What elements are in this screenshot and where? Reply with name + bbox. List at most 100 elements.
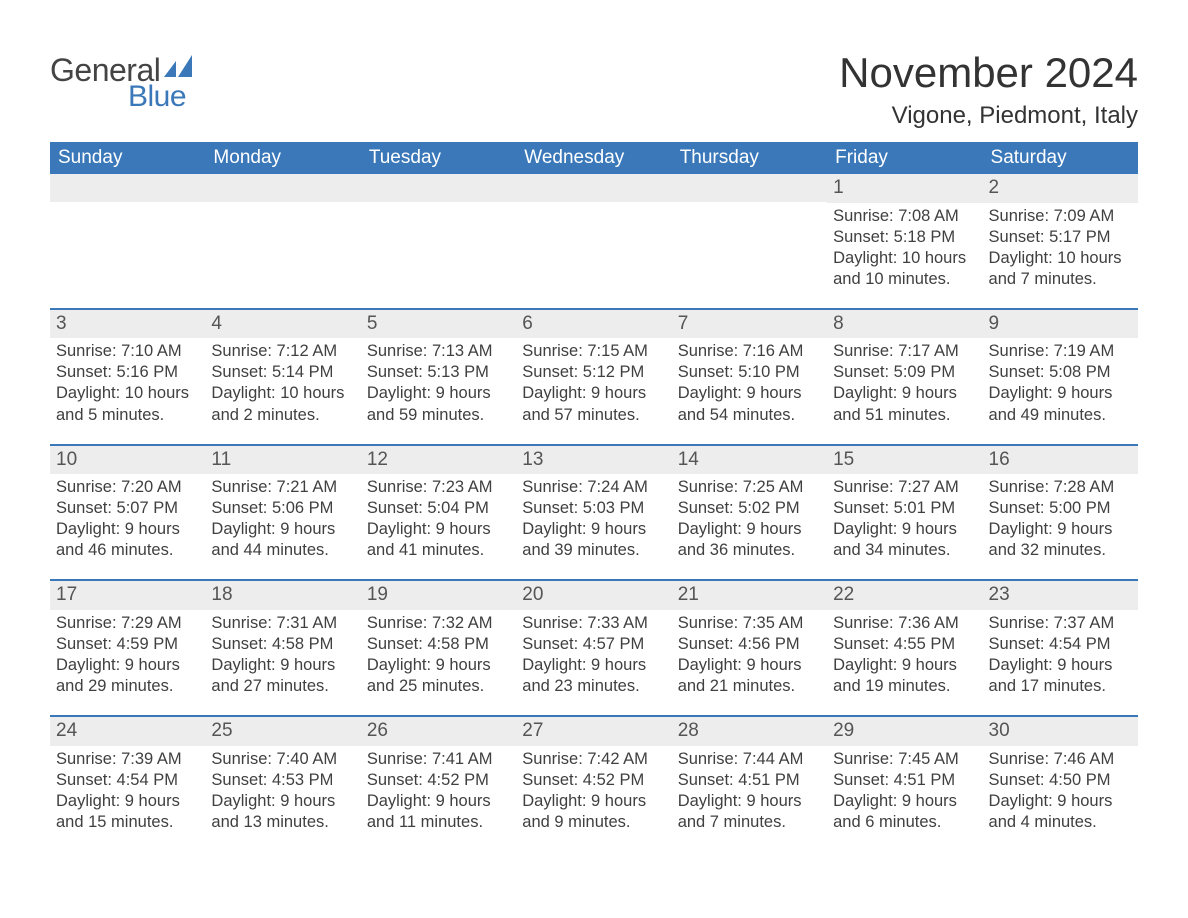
sunset-text: Sunset: 5:07 PM bbox=[56, 498, 199, 519]
logo: General Blue bbox=[50, 50, 192, 114]
daylight-text-1: Daylight: 9 hours bbox=[56, 655, 199, 676]
daylight-text-2: and 6 minutes. bbox=[833, 812, 976, 833]
daylight-text-2: and 34 minutes. bbox=[833, 540, 976, 561]
daylight-text-2: and 9 minutes. bbox=[522, 812, 665, 833]
sunset-text: Sunset: 4:52 PM bbox=[522, 770, 665, 791]
sunrise-text: Sunrise: 7:31 AM bbox=[211, 613, 354, 634]
sunset-text: Sunset: 5:06 PM bbox=[211, 498, 354, 519]
daylight-text-1: Daylight: 9 hours bbox=[678, 655, 821, 676]
daylight-text-1: Daylight: 9 hours bbox=[211, 791, 354, 812]
day-number: 27 bbox=[516, 717, 671, 745]
sunset-text: Sunset: 4:51 PM bbox=[833, 770, 976, 791]
daylight-text-2: and 10 minutes. bbox=[833, 269, 976, 290]
day-number: 19 bbox=[361, 581, 516, 609]
daylight-text-1: Daylight: 9 hours bbox=[833, 655, 976, 676]
sunrise-text: Sunrise: 7:16 AM bbox=[678, 341, 821, 362]
daylight-text-1: Daylight: 9 hours bbox=[522, 519, 665, 540]
calendar-day: 28 Sunrise: 7:44 AM Sunset: 4:51 PM Dayl… bbox=[672, 717, 827, 851]
calendar-day: 30 Sunrise: 7:46 AM Sunset: 4:50 PM Dayl… bbox=[983, 717, 1138, 851]
daylight-text-1: Daylight: 10 hours bbox=[211, 383, 354, 404]
calendar-day: 5 Sunrise: 7:13 AM Sunset: 5:13 PM Dayli… bbox=[361, 310, 516, 444]
daylight-text-2: and 5 minutes. bbox=[56, 405, 199, 426]
sunrise-text: Sunrise: 7:09 AM bbox=[989, 206, 1132, 227]
sunrise-text: Sunrise: 7:17 AM bbox=[833, 341, 976, 362]
calendar-day: 16 Sunrise: 7:28 AM Sunset: 5:00 PM Dayl… bbox=[983, 446, 1138, 580]
weekday-header-row: Sunday Monday Tuesday Wednesday Thursday… bbox=[50, 142, 1138, 174]
sunset-text: Sunset: 5:08 PM bbox=[989, 362, 1132, 383]
calendar-day: 15 Sunrise: 7:27 AM Sunset: 5:01 PM Dayl… bbox=[827, 446, 982, 580]
day-number: 4 bbox=[205, 310, 360, 338]
weekday-header: Wednesday bbox=[516, 142, 671, 174]
calendar-day-empty bbox=[50, 174, 205, 308]
daylight-text-1: Daylight: 9 hours bbox=[211, 655, 354, 676]
sunset-text: Sunset: 5:02 PM bbox=[678, 498, 821, 519]
day-number: 3 bbox=[50, 310, 205, 338]
logo-sail-icon bbox=[164, 50, 192, 82]
daylight-text-1: Daylight: 9 hours bbox=[989, 655, 1132, 676]
sunrise-text: Sunrise: 7:45 AM bbox=[833, 749, 976, 770]
day-number: 29 bbox=[827, 717, 982, 745]
calendar-day: 7 Sunrise: 7:16 AM Sunset: 5:10 PM Dayli… bbox=[672, 310, 827, 444]
daylight-text-1: Daylight: 9 hours bbox=[678, 791, 821, 812]
daylight-text-1: Daylight: 9 hours bbox=[522, 791, 665, 812]
daylight-text-2: and 59 minutes. bbox=[367, 405, 510, 426]
daylight-text-2: and 13 minutes. bbox=[211, 812, 354, 833]
daylight-text-1: Daylight: 9 hours bbox=[678, 519, 821, 540]
daylight-text-1: Daylight: 10 hours bbox=[56, 383, 199, 404]
day-number: 11 bbox=[205, 446, 360, 474]
daylight-text-2: and 49 minutes. bbox=[989, 405, 1132, 426]
daylight-text-1: Daylight: 9 hours bbox=[989, 791, 1132, 812]
sunrise-text: Sunrise: 7:29 AM bbox=[56, 613, 199, 634]
calendar-week: 1 Sunrise: 7:08 AM Sunset: 5:18 PM Dayli… bbox=[50, 174, 1138, 308]
sunset-text: Sunset: 5:18 PM bbox=[833, 227, 976, 248]
sunrise-text: Sunrise: 7:33 AM bbox=[522, 613, 665, 634]
day-number: 12 bbox=[361, 446, 516, 474]
location-subtitle: Vigone, Piedmont, Italy bbox=[839, 102, 1138, 130]
calendar-day: 8 Sunrise: 7:17 AM Sunset: 5:09 PM Dayli… bbox=[827, 310, 982, 444]
calendar-day: 6 Sunrise: 7:15 AM Sunset: 5:12 PM Dayli… bbox=[516, 310, 671, 444]
sunset-text: Sunset: 4:56 PM bbox=[678, 634, 821, 655]
daylight-text-2: and 54 minutes. bbox=[678, 405, 821, 426]
logo-text-blue: Blue bbox=[128, 80, 186, 114]
day-number: 7 bbox=[672, 310, 827, 338]
calendar-day: 29 Sunrise: 7:45 AM Sunset: 4:51 PM Dayl… bbox=[827, 717, 982, 851]
weekday-header: Thursday bbox=[672, 142, 827, 174]
calendar-day: 18 Sunrise: 7:31 AM Sunset: 4:58 PM Dayl… bbox=[205, 581, 360, 715]
calendar-day: 23 Sunrise: 7:37 AM Sunset: 4:54 PM Dayl… bbox=[983, 581, 1138, 715]
calendar: Sunday Monday Tuesday Wednesday Thursday… bbox=[50, 142, 1138, 851]
daylight-text-2: and 27 minutes. bbox=[211, 676, 354, 697]
sunrise-text: Sunrise: 7:42 AM bbox=[522, 749, 665, 770]
sunset-text: Sunset: 5:03 PM bbox=[522, 498, 665, 519]
calendar-week: 17 Sunrise: 7:29 AM Sunset: 4:59 PM Dayl… bbox=[50, 579, 1138, 715]
sunset-text: Sunset: 4:57 PM bbox=[522, 634, 665, 655]
calendar-day: 24 Sunrise: 7:39 AM Sunset: 4:54 PM Dayl… bbox=[50, 717, 205, 851]
weekday-header: Friday bbox=[827, 142, 982, 174]
calendar-day-empty bbox=[672, 174, 827, 308]
daylight-text-1: Daylight: 9 hours bbox=[989, 383, 1132, 404]
day-number: 6 bbox=[516, 310, 671, 338]
daylight-text-1: Daylight: 9 hours bbox=[367, 519, 510, 540]
daylight-text-1: Daylight: 9 hours bbox=[678, 383, 821, 404]
calendar-day: 26 Sunrise: 7:41 AM Sunset: 4:52 PM Dayl… bbox=[361, 717, 516, 851]
sunset-text: Sunset: 5:01 PM bbox=[833, 498, 976, 519]
sunset-text: Sunset: 4:58 PM bbox=[211, 634, 354, 655]
sunrise-text: Sunrise: 7:12 AM bbox=[211, 341, 354, 362]
daylight-text-2: and 44 minutes. bbox=[211, 540, 354, 561]
day-number: 28 bbox=[672, 717, 827, 745]
daylight-text-2: and 41 minutes. bbox=[367, 540, 510, 561]
sunrise-text: Sunrise: 7:44 AM bbox=[678, 749, 821, 770]
daylight-text-1: Daylight: 9 hours bbox=[522, 383, 665, 404]
sunset-text: Sunset: 5:10 PM bbox=[678, 362, 821, 383]
sunrise-text: Sunrise: 7:27 AM bbox=[833, 477, 976, 498]
sunset-text: Sunset: 4:50 PM bbox=[989, 770, 1132, 791]
calendar-day-empty bbox=[516, 174, 671, 308]
calendar-week: 3 Sunrise: 7:10 AM Sunset: 5:16 PM Dayli… bbox=[50, 308, 1138, 444]
daylight-text-1: Daylight: 9 hours bbox=[367, 655, 510, 676]
sunset-text: Sunset: 4:55 PM bbox=[833, 634, 976, 655]
calendar-day: 2 Sunrise: 7:09 AM Sunset: 5:17 PM Dayli… bbox=[983, 174, 1138, 308]
calendar-day: 13 Sunrise: 7:24 AM Sunset: 5:03 PM Dayl… bbox=[516, 446, 671, 580]
sunset-text: Sunset: 4:59 PM bbox=[56, 634, 199, 655]
calendar-day: 1 Sunrise: 7:08 AM Sunset: 5:18 PM Dayli… bbox=[827, 174, 982, 308]
day-number: 14 bbox=[672, 446, 827, 474]
day-number: 15 bbox=[827, 446, 982, 474]
